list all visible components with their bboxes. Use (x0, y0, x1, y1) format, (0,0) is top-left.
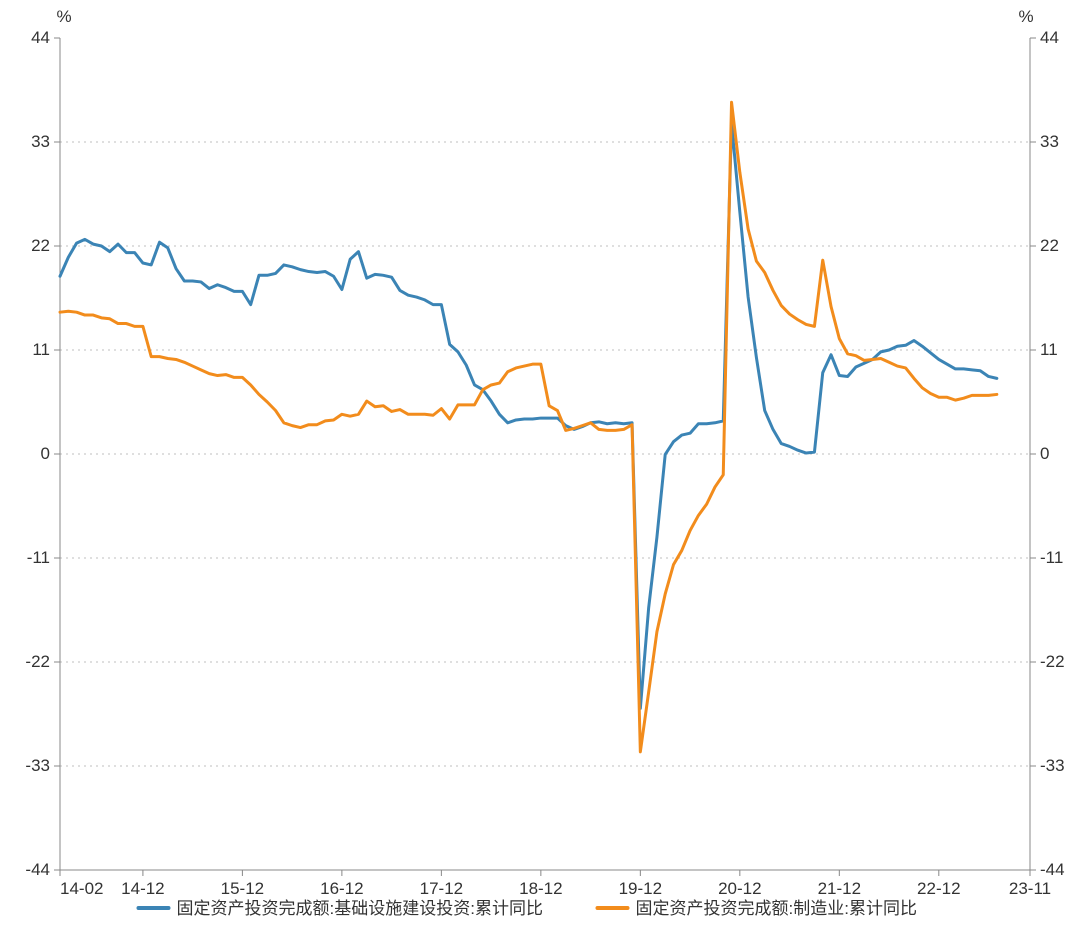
y-tick-label-right: -44 (1040, 860, 1065, 879)
y-tick-label-right: 22 (1040, 236, 1059, 255)
y-tick-label-left: -22 (25, 652, 50, 671)
y-tick-label-left: 33 (31, 132, 50, 151)
y-tick-label-left: 0 (41, 444, 50, 463)
y-tick-label-right: 0 (1040, 444, 1049, 463)
x-tick-label: 14-12 (121, 879, 164, 898)
y-tick-label-left: 11 (32, 340, 50, 359)
x-tick-label: 22-12 (917, 879, 960, 898)
x-tick-label: 23-11 (1009, 879, 1051, 898)
y-tick-label-right: -33 (1040, 756, 1065, 775)
y-tick-label-left: -44 (25, 860, 50, 879)
y-tick-label-right: 33 (1040, 132, 1059, 151)
chart-container: -44 -44 -33 -33 -22 -22 -11 -11 0 0 11 11 22 22 33 33 44… (0, 0, 1080, 933)
y-tick-label-right: 11 (1040, 340, 1058, 359)
y-tick-label-right: -11 (1040, 548, 1063, 567)
x-tick-label: 21-12 (818, 879, 861, 898)
y-tick-label-right: 44 (1040, 28, 1059, 47)
y-tick-label-right: -22 (1040, 652, 1065, 671)
x-tick-label: 17-12 (420, 879, 463, 898)
x-tick-label: 20-12 (718, 879, 761, 898)
x-tick-label: 15-12 (221, 879, 264, 898)
y-tick-label-left: -33 (25, 756, 50, 775)
x-tick-label: 18-12 (519, 879, 562, 898)
unit-label-right: % (1018, 7, 1033, 26)
y-tick-label-left: 44 (31, 28, 50, 47)
legend-label: 固定资产投资完成额:基础设施建设投资:累计同比 (177, 899, 543, 918)
y-tick-label-left: 22 (31, 236, 50, 255)
y-tick-label-left: -11 (27, 548, 50, 567)
x-tick-label: 19-12 (619, 879, 662, 898)
legend-label: 固定资产投资完成额:制造业:累计同比 (636, 899, 917, 918)
unit-label-left: % (56, 7, 71, 26)
line-chart: -44 -44 -33 -33 -22 -22 -11 -11 0 0 11 11 22 22 33 33 44… (0, 0, 1080, 933)
chart-bg (0, 0, 1080, 933)
x-tick-label: 16-12 (320, 879, 363, 898)
x-tick-label: 14-02 (60, 879, 103, 898)
